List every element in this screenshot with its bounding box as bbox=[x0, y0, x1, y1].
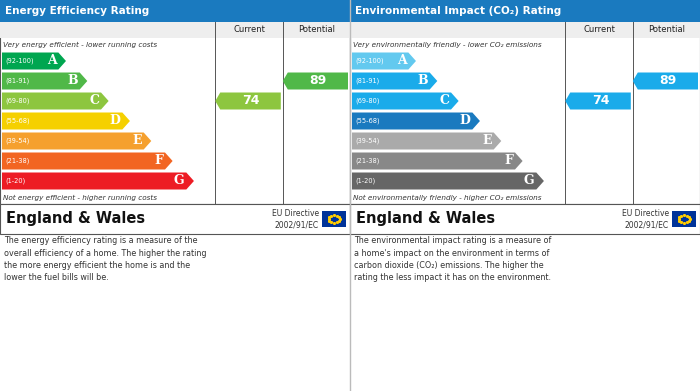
Text: (21-38): (21-38) bbox=[355, 158, 379, 164]
Bar bbox=[0, 204, 350, 234]
Text: (92-100): (92-100) bbox=[5, 58, 34, 64]
Text: 89: 89 bbox=[309, 75, 326, 88]
Polygon shape bbox=[2, 52, 66, 70]
Text: Current: Current bbox=[583, 25, 615, 34]
Polygon shape bbox=[216, 93, 281, 109]
Polygon shape bbox=[2, 133, 151, 149]
Text: C: C bbox=[439, 95, 449, 108]
Text: Not energy efficient - higher running costs: Not energy efficient - higher running co… bbox=[3, 194, 157, 201]
Text: Not environmentally friendly - higher CO₂ emissions: Not environmentally friendly - higher CO… bbox=[353, 194, 542, 201]
Text: 74: 74 bbox=[241, 95, 259, 108]
Text: Very energy efficient - lower running costs: Very energy efficient - lower running co… bbox=[3, 41, 157, 48]
Text: Potential: Potential bbox=[298, 25, 335, 34]
Polygon shape bbox=[2, 72, 87, 90]
Bar bbox=[0, 22, 350, 204]
Polygon shape bbox=[352, 172, 544, 190]
Polygon shape bbox=[2, 172, 194, 190]
Bar bbox=[350, 204, 700, 234]
Text: England & Wales: England & Wales bbox=[6, 212, 145, 226]
Text: Current: Current bbox=[233, 25, 265, 34]
Text: F: F bbox=[154, 154, 163, 167]
Text: D: D bbox=[459, 115, 470, 127]
Polygon shape bbox=[2, 93, 108, 109]
Text: 89: 89 bbox=[659, 75, 676, 88]
Text: E: E bbox=[482, 135, 491, 147]
Text: (92-100): (92-100) bbox=[355, 58, 384, 64]
Text: (69-80): (69-80) bbox=[355, 98, 379, 104]
Text: Energy Efficiency Rating: Energy Efficiency Rating bbox=[5, 6, 149, 16]
Text: (55-68): (55-68) bbox=[5, 118, 29, 124]
Text: (55-68): (55-68) bbox=[355, 118, 379, 124]
Polygon shape bbox=[2, 113, 130, 129]
Text: (1-20): (1-20) bbox=[5, 178, 25, 184]
Text: G: G bbox=[174, 174, 184, 188]
Polygon shape bbox=[633, 72, 698, 90]
Text: F: F bbox=[504, 154, 513, 167]
Polygon shape bbox=[352, 93, 459, 109]
Polygon shape bbox=[352, 152, 523, 170]
Polygon shape bbox=[352, 113, 480, 129]
Polygon shape bbox=[352, 52, 416, 70]
Polygon shape bbox=[352, 72, 438, 90]
Bar bbox=[322, 211, 346, 227]
Text: (81-91): (81-91) bbox=[355, 78, 379, 84]
Text: (39-54): (39-54) bbox=[5, 138, 29, 144]
Text: Very environmentally friendly - lower CO₂ emissions: Very environmentally friendly - lower CO… bbox=[353, 41, 542, 48]
Text: Potential: Potential bbox=[648, 25, 685, 34]
Text: (81-91): (81-91) bbox=[5, 78, 29, 84]
Text: England & Wales: England & Wales bbox=[356, 212, 495, 226]
Text: The environmental impact rating is a measure of
a home's impact on the environme: The environmental impact rating is a mea… bbox=[354, 236, 552, 283]
Text: (69-80): (69-80) bbox=[5, 98, 29, 104]
Text: (39-54): (39-54) bbox=[355, 138, 379, 144]
Polygon shape bbox=[2, 152, 173, 170]
Text: The energy efficiency rating is a measure of the
overall efficiency of a home. T: The energy efficiency rating is a measur… bbox=[4, 236, 206, 283]
Text: B: B bbox=[67, 75, 78, 88]
Text: Environmental Impact (CO₂) Rating: Environmental Impact (CO₂) Rating bbox=[355, 6, 561, 16]
Text: A: A bbox=[397, 54, 407, 68]
Text: A: A bbox=[47, 54, 57, 68]
Polygon shape bbox=[352, 133, 501, 149]
Text: B: B bbox=[417, 75, 428, 88]
Bar bbox=[350, 22, 700, 204]
Text: C: C bbox=[89, 95, 99, 108]
Bar bbox=[350, 22, 700, 38]
Text: 74: 74 bbox=[592, 95, 609, 108]
Text: EU Directive
2002/91/EC: EU Directive 2002/91/EC bbox=[622, 209, 669, 230]
Bar bbox=[350, 0, 700, 22]
Text: E: E bbox=[132, 135, 141, 147]
Text: (1-20): (1-20) bbox=[355, 178, 375, 184]
Bar bbox=[0, 22, 350, 38]
Bar bbox=[672, 211, 696, 227]
Bar bbox=[0, 0, 350, 22]
Text: EU Directive
2002/91/EC: EU Directive 2002/91/EC bbox=[272, 209, 319, 230]
Text: D: D bbox=[109, 115, 120, 127]
Text: (21-38): (21-38) bbox=[5, 158, 29, 164]
Polygon shape bbox=[283, 72, 348, 90]
Polygon shape bbox=[566, 93, 631, 109]
Text: G: G bbox=[524, 174, 534, 188]
